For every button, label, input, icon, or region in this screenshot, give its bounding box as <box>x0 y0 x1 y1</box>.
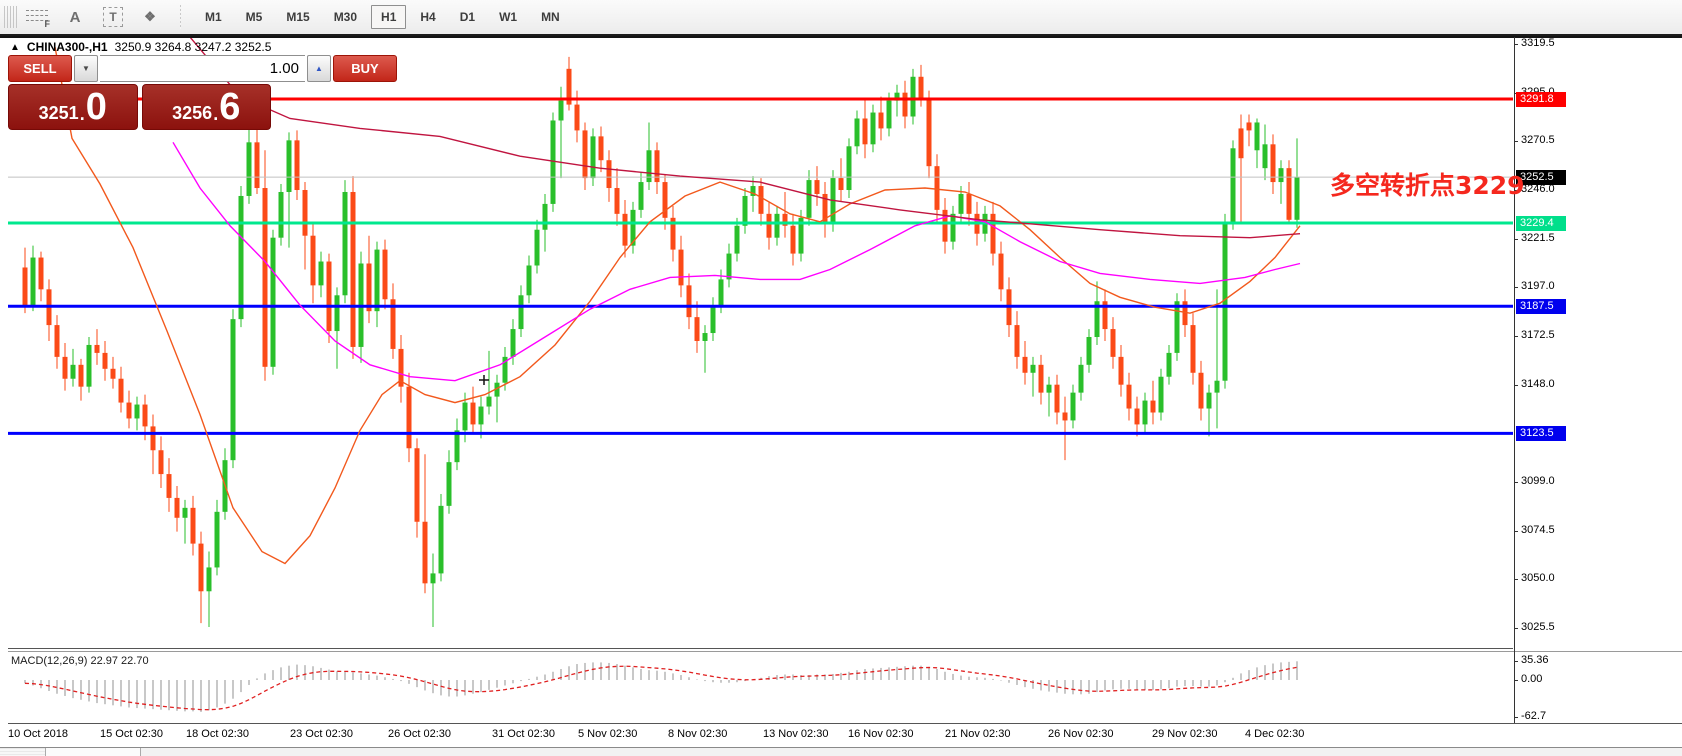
tf-button-m5[interactable]: M5 <box>245 10 263 24</box>
tf-button-mn[interactable]: MN <box>541 10 560 24</box>
shapes-tool-icon[interactable]: ❖ <box>144 9 156 24</box>
tf-button-m15[interactable]: M15 <box>286 10 310 24</box>
volume-input[interactable] <box>100 55 305 82</box>
timeframe-button-group: M1 M5 M15 M30 H1 H4 D1 W1 MN <box>193 5 572 29</box>
tf-button-h1[interactable]: H1 <box>371 5 407 29</box>
toolbar-grip-handle[interactable] <box>4 6 18 28</box>
chart-canvas[interactable] <box>0 36 1682 755</box>
text-tool-icon[interactable]: T <box>98 4 128 30</box>
tf-button-h4[interactable]: H4 <box>420 10 436 24</box>
volume-increase-button[interactable]: ▲ <box>307 55 331 82</box>
chart-window: ▲ CHINA300-,H1 3250.9 3264.8 3247.2 3252… <box>0 36 1682 756</box>
buy-price-pip: 6 <box>219 86 241 128</box>
buy-price-main: 3256 <box>172 102 213 123</box>
top-toolbar: F A T ❖ M1 M5 M15 M30 H1 H4 D1 W1 MN <box>0 0 1682 36</box>
sell-button[interactable]: SELL <box>8 55 72 82</box>
tf-button-m1[interactable]: M1 <box>205 10 222 24</box>
buy-price-quote[interactable]: 3256. 6 <box>141 84 271 130</box>
fibonacci-tool-icon[interactable]: F <box>22 4 52 30</box>
toolbar-separator <box>180 5 181 29</box>
volume-decrease-button[interactable]: ▼ <box>74 55 98 82</box>
sell-price-quote[interactable]: 3251. 0 <box>8 84 138 130</box>
text-label-tool-icon[interactable]: A <box>69 8 81 26</box>
sell-price-pip: 0 <box>85 86 107 128</box>
tf-button-w1[interactable]: W1 <box>499 10 518 24</box>
buy-button[interactable]: BUY <box>333 55 397 82</box>
tf-button-m30[interactable]: M30 <box>333 10 358 24</box>
tf-button-d1[interactable]: D1 <box>459 10 476 24</box>
sell-price-main: 3251 <box>38 102 79 123</box>
one-click-trading-panel: SELL ▼ ▲ BUY 3251.0 3256.6 <box>8 55 397 130</box>
